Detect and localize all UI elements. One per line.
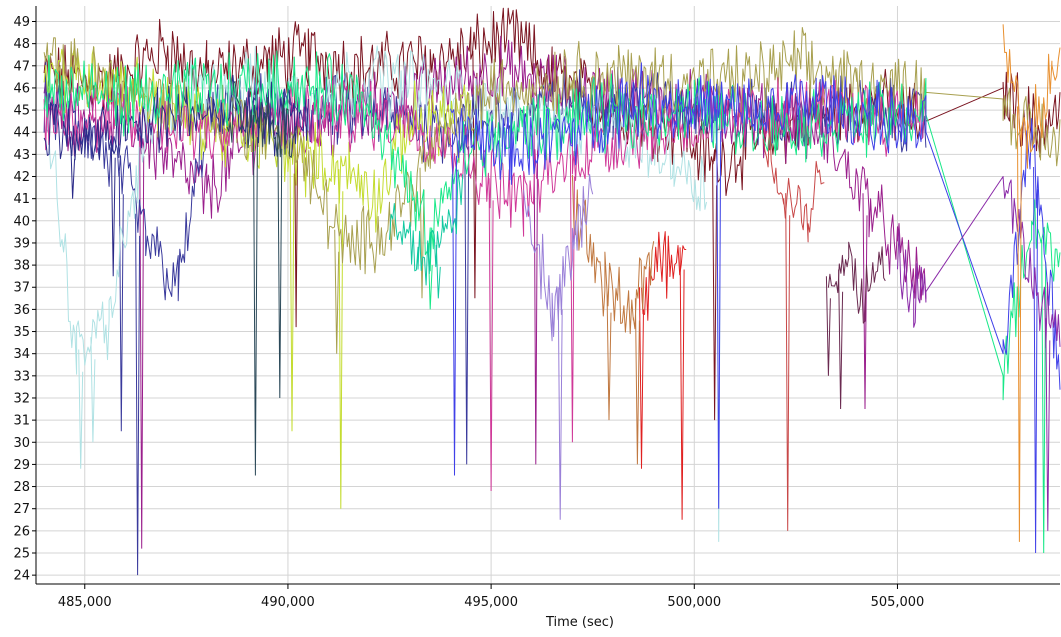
series-spike (488, 178, 494, 492)
series-spike (639, 287, 644, 469)
series-1 (43, 35, 927, 549)
series-spike (569, 154, 575, 443)
series-spike (825, 276, 831, 376)
series-line (43, 35, 927, 301)
series-spike (338, 169, 344, 509)
series-line (641, 231, 687, 321)
y-tick-label: 37 (13, 281, 30, 296)
series-spike (419, 167, 425, 299)
series-spike (435, 244, 441, 299)
series-spike (634, 298, 640, 465)
series-6 (43, 77, 927, 492)
y-tick-label: 38 (13, 259, 30, 274)
y-tick-label: 25 (13, 546, 30, 561)
y-tick-label: 39 (13, 236, 30, 251)
x-tick-label: 505,000 (871, 595, 925, 610)
series-line (450, 62, 1061, 390)
y-tick-label: 42 (13, 170, 30, 185)
series-spike (1033, 166, 1039, 554)
x-tick-label: 500,000 (667, 595, 721, 610)
series-line (43, 77, 927, 237)
series-spike (78, 349, 84, 469)
y-tick-label: 28 (13, 480, 30, 495)
axes (35, 6, 1060, 585)
y-tick-label: 40 (13, 214, 30, 229)
series-11 (450, 62, 1061, 554)
y-tick-label: 44 (13, 126, 30, 141)
series-spike (606, 290, 612, 421)
series-spike (252, 114, 258, 476)
series-spike (70, 136, 76, 199)
y-tick-label: 43 (13, 148, 30, 163)
y-tick-label: 26 (13, 524, 30, 539)
series-spike (139, 133, 145, 549)
series-spike (90, 337, 96, 443)
y-tick-label: 29 (13, 458, 30, 473)
series-line (762, 118, 825, 243)
y-tick-label: 35 (13, 325, 30, 340)
series-spike (1045, 318, 1051, 531)
series-line (43, 45, 472, 233)
x-tick-label: 495,000 (464, 595, 518, 610)
y-tick-label: 47 (13, 59, 30, 74)
x-axis-ticks: 485,000 490,000 495,000 500,000 505,000 (58, 584, 924, 610)
series-line (226, 81, 297, 158)
series-10 (571, 174, 655, 465)
series-line (43, 50, 1061, 401)
y-axis-ticks: 24 25 26 27 28 29 30 31 32 33 34 35 36 37 38 39 40 41 42 43… (13, 15, 36, 584)
x-tick-label: 485,000 (58, 595, 112, 610)
y-tick-label: 36 (13, 303, 30, 318)
series-spike (452, 133, 457, 476)
y-tick-label: 34 (13, 347, 30, 362)
y-tick-label: 32 (13, 391, 30, 406)
series-spike (1016, 106, 1022, 542)
series-spike (533, 82, 539, 465)
y-tick-label: 49 (13, 15, 30, 30)
y-tick-label: 24 (13, 569, 30, 584)
series-16 (226, 81, 297, 476)
series-line (389, 169, 464, 286)
y-tick-label: 46 (13, 81, 30, 96)
series-spike (557, 287, 563, 520)
y-tick-label: 45 (13, 104, 30, 119)
series-17 (389, 169, 464, 299)
series-13 (825, 241, 886, 410)
series-spike (110, 135, 116, 277)
series-18 (1002, 24, 1061, 542)
series-4 (43, 45, 472, 509)
series-14 (897, 176, 1061, 531)
series-12 (523, 173, 594, 520)
series-spike (118, 172, 124, 432)
series-spike (716, 109, 722, 509)
x-axis-title: Time (sec) (545, 615, 614, 630)
series-line (897, 176, 1061, 349)
y-tick-label: 31 (13, 414, 30, 429)
series-spike (838, 269, 844, 410)
series-9 (639, 231, 687, 520)
series-spike (464, 124, 470, 465)
series-spike (135, 213, 141, 576)
y-tick-label: 41 (13, 192, 30, 207)
y-tick-label: 27 (13, 502, 30, 517)
series-line (571, 174, 655, 335)
series-spike (679, 247, 685, 520)
y-tick-label: 30 (13, 436, 30, 451)
series-layer (43, 7, 1061, 576)
series-spike (334, 229, 340, 354)
y-tick-label: 48 (13, 37, 30, 52)
series-spike (289, 151, 295, 432)
series-15 (762, 118, 825, 531)
series-spike (712, 163, 718, 421)
series-spike (785, 193, 791, 531)
series-spike (1041, 239, 1047, 554)
y-tick-label: 33 (13, 369, 30, 384)
series-line (1002, 24, 1061, 169)
x-tick-label: 490,000 (261, 595, 315, 610)
series-spike (277, 126, 283, 399)
series-spike (472, 50, 478, 299)
